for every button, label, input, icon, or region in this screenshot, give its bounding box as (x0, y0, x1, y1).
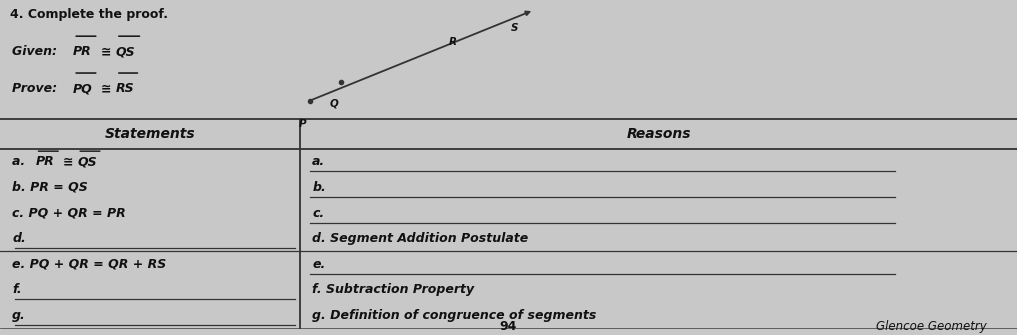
Text: Q: Q (330, 99, 338, 109)
Text: g. Definition of congruence of segments: g. Definition of congruence of segments (312, 309, 597, 322)
Text: ≅: ≅ (101, 45, 111, 58)
Text: R: R (448, 37, 457, 47)
Text: b.: b. (312, 181, 326, 194)
Text: c. PQ + QR = PR: c. PQ + QR = PR (12, 207, 126, 219)
Text: e.: e. (312, 258, 325, 271)
Text: QS: QS (116, 45, 135, 58)
Text: a.: a. (312, 155, 325, 169)
Text: b. PR = QS: b. PR = QS (12, 181, 87, 194)
Text: PQ: PQ (73, 82, 93, 95)
Text: d.: d. (12, 232, 26, 245)
Text: Given:: Given: (12, 45, 62, 58)
Text: Statements: Statements (105, 127, 195, 141)
Text: P: P (299, 119, 307, 129)
Text: f. Subtraction Property: f. Subtraction Property (312, 283, 474, 296)
Text: d. Segment Addition Postulate: d. Segment Addition Postulate (312, 232, 529, 245)
Text: Reasons: Reasons (626, 127, 691, 141)
Text: e. PQ + QR = QR + RS: e. PQ + QR = QR + RS (12, 258, 167, 271)
Text: PR: PR (73, 45, 92, 58)
Text: c.: c. (312, 207, 324, 219)
Text: ≅: ≅ (101, 82, 111, 95)
Text: a.: a. (12, 155, 29, 169)
Text: f.: f. (12, 283, 21, 296)
Text: QS: QS (77, 155, 97, 169)
Text: Prove:: Prove: (12, 82, 62, 95)
Text: S: S (511, 23, 519, 34)
Text: ≅: ≅ (63, 155, 73, 169)
Text: PR: PR (36, 155, 54, 169)
Text: RS: RS (116, 82, 134, 95)
Text: 4. Complete the proof.: 4. Complete the proof. (10, 8, 168, 21)
Text: g.: g. (12, 309, 26, 322)
Text: 94: 94 (499, 320, 518, 333)
Text: Glencoe Geometry: Glencoe Geometry (876, 320, 986, 333)
